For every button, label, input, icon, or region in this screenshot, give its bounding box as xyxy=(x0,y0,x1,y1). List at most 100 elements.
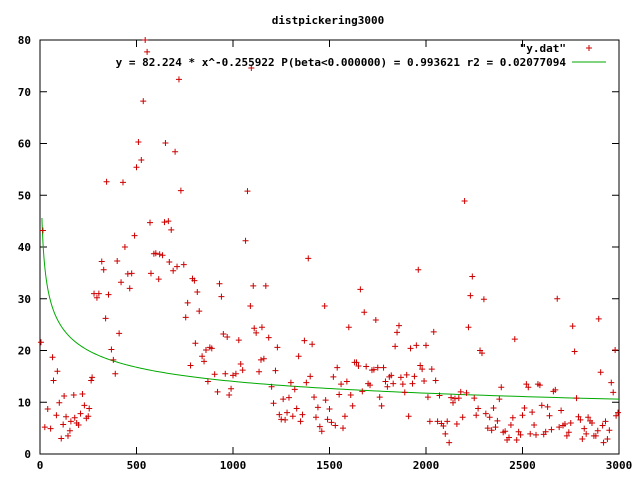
legend-plus-marker xyxy=(586,45,592,51)
data-point xyxy=(194,289,201,296)
data-point xyxy=(161,219,168,226)
data-point xyxy=(309,341,316,348)
data-point xyxy=(502,428,509,435)
data-point xyxy=(222,370,229,377)
data-point xyxy=(571,348,578,355)
data-point xyxy=(608,379,615,386)
data-point xyxy=(39,227,46,234)
data-point xyxy=(488,427,495,434)
data-point xyxy=(515,428,522,435)
data-point xyxy=(542,428,549,435)
data-point xyxy=(426,418,433,425)
data-point xyxy=(256,368,263,375)
data-point xyxy=(170,267,177,274)
data-point xyxy=(187,362,194,369)
data-point xyxy=(251,325,258,332)
data-point xyxy=(419,366,426,373)
data-point xyxy=(110,356,117,363)
data-point xyxy=(220,330,227,337)
data-point xyxy=(287,379,294,386)
data-point xyxy=(301,337,308,344)
data-point xyxy=(473,412,480,419)
data-point xyxy=(228,385,235,392)
axis-ticks: 0 500 1000 1500 2000 2500 3000 0 10 20 30 40 50 60 70 8… xyxy=(18,34,633,472)
data-point xyxy=(424,394,431,401)
data-point xyxy=(453,420,460,427)
data-point xyxy=(525,384,532,391)
data-point xyxy=(349,402,356,409)
data-point xyxy=(196,308,203,315)
data-point xyxy=(382,378,389,385)
data-point xyxy=(340,425,347,432)
data-point xyxy=(289,413,296,420)
data-point xyxy=(465,324,472,331)
data-point xyxy=(490,404,497,411)
data-point xyxy=(258,324,265,331)
data-point xyxy=(390,380,397,387)
data-point xyxy=(380,364,387,371)
data-point xyxy=(397,374,404,381)
data-point xyxy=(284,409,291,416)
data-point xyxy=(403,371,410,378)
data-point xyxy=(37,339,44,346)
data-point xyxy=(332,422,339,429)
data-point xyxy=(175,76,182,83)
data-point xyxy=(336,391,343,398)
data-point xyxy=(436,392,443,399)
data-point xyxy=(247,302,254,309)
data-point xyxy=(311,394,318,401)
data-point xyxy=(66,427,73,434)
data-point xyxy=(270,400,277,407)
data-point xyxy=(44,405,51,412)
data-point xyxy=(444,418,451,425)
data-point xyxy=(536,382,543,389)
data-point xyxy=(152,250,159,257)
data-point xyxy=(293,405,300,412)
data-point xyxy=(100,266,107,273)
y-tick-label: 80 xyxy=(18,34,31,47)
data-point xyxy=(411,373,418,380)
data-points-layer xyxy=(37,37,622,446)
data-point xyxy=(569,323,576,330)
data-point xyxy=(208,345,215,352)
data-point xyxy=(529,409,536,416)
data-point xyxy=(239,367,246,374)
x-tick-label: 3000 xyxy=(606,459,633,472)
data-point xyxy=(50,377,57,384)
data-point xyxy=(370,366,377,373)
data-point xyxy=(430,328,437,335)
data-point xyxy=(367,382,374,389)
data-point xyxy=(606,427,613,434)
data-point xyxy=(58,435,65,442)
data-point xyxy=(299,411,306,418)
data-point xyxy=(274,344,281,351)
data-point xyxy=(469,273,476,280)
data-point xyxy=(135,138,142,145)
data-point xyxy=(211,371,218,378)
data-point xyxy=(89,374,96,381)
x-tick-label: 0 xyxy=(37,459,44,472)
data-point xyxy=(214,388,221,395)
data-point xyxy=(162,139,169,146)
data-point xyxy=(41,424,48,431)
data-point xyxy=(70,392,77,399)
data-point xyxy=(81,402,88,409)
data-point xyxy=(133,164,140,171)
data-point xyxy=(409,380,416,387)
data-point xyxy=(613,412,620,419)
data-point xyxy=(583,430,590,437)
data-point xyxy=(334,364,341,371)
data-point xyxy=(60,421,67,428)
data-point xyxy=(517,431,524,438)
data-point xyxy=(201,358,208,365)
data-point xyxy=(63,413,70,420)
data-point xyxy=(581,425,588,432)
y-tick-label: 40 xyxy=(18,241,31,254)
data-point xyxy=(168,226,175,233)
data-point xyxy=(492,424,499,431)
data-point xyxy=(155,276,162,283)
x-tick-label: 500 xyxy=(127,459,147,472)
data-point xyxy=(126,285,133,292)
data-point xyxy=(604,435,611,442)
